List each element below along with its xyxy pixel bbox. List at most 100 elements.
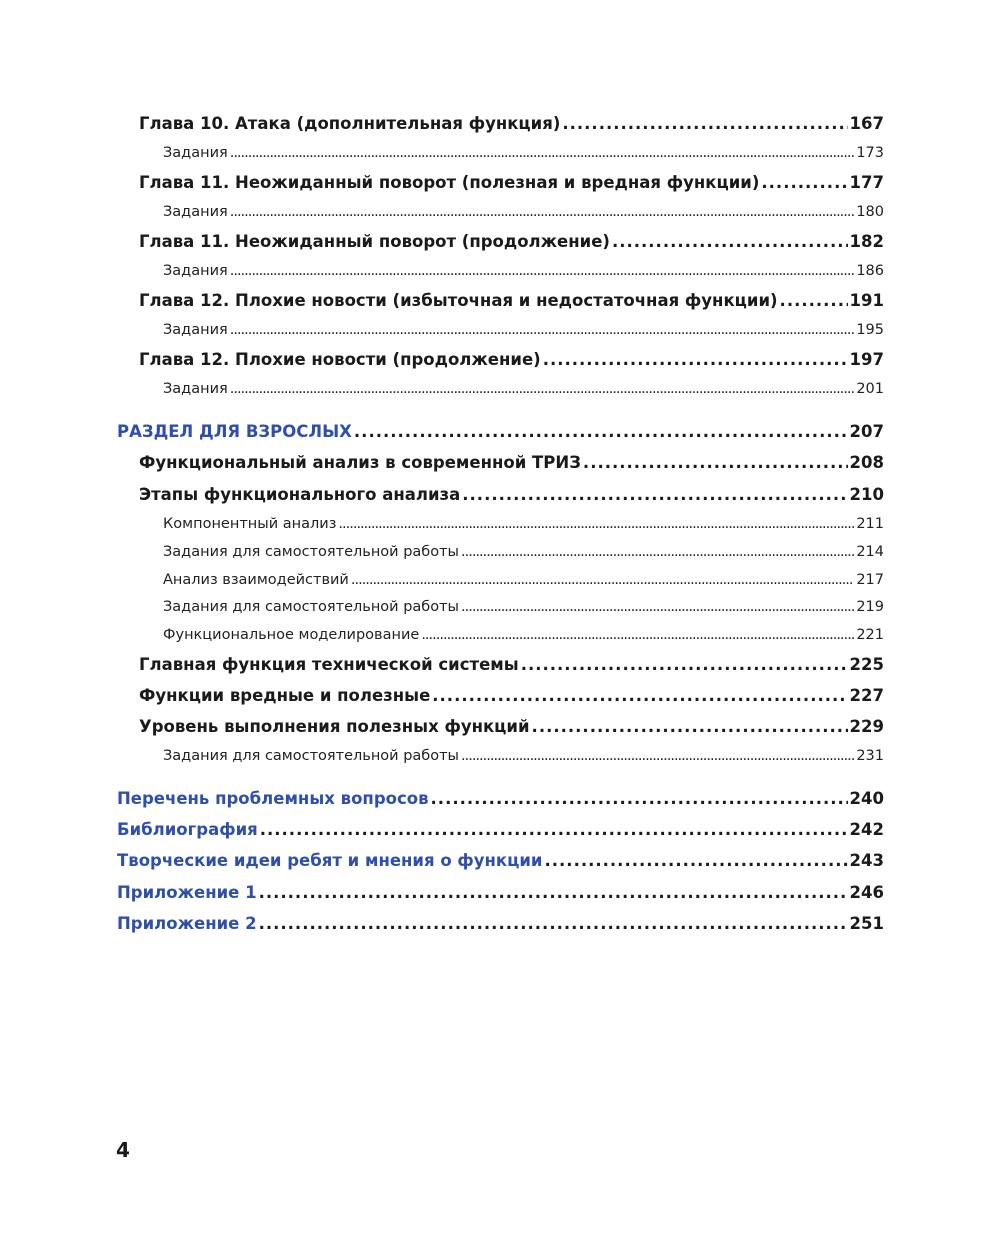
toc-entry[interactable]: Задания для самостоятельной работы 219 (163, 595, 884, 619)
dot-leader (761, 171, 847, 195)
toc-entry[interactable]: Функции вредные и полезные 227 (139, 684, 884, 708)
toc-entry[interactable]: Глава 12. Плохие новости (продолжение) 19… (139, 348, 884, 372)
toc-entry-page: 197 (849, 350, 884, 369)
toc-entry-title: Приложение 1 (117, 883, 257, 902)
toc-entry-title: Глава 10. Атака (дополнительная функция) (139, 114, 561, 133)
toc-entry-page: 211 (856, 516, 884, 532)
toc-entry[interactable]: РАЗДЕЛ ДЛЯ ВЗРОСЛЫХ 207 (117, 420, 884, 444)
dot-leader (543, 348, 848, 372)
toc-entry[interactable]: Библиография 242 (117, 818, 884, 842)
toc-entry-page: 167 (849, 114, 884, 133)
toc-entry[interactable]: Задания для самостоятельной работы 231 (163, 744, 884, 768)
dot-leader (230, 200, 855, 224)
toc-entry[interactable]: Задания 201 (163, 377, 884, 401)
toc-entry-page: 191 (849, 291, 884, 310)
toc-entry[interactable]: Задания 195 (163, 318, 884, 342)
toc-entry-page: 208 (849, 453, 884, 472)
toc-entry-page: 229 (849, 717, 884, 736)
dot-leader (230, 377, 855, 401)
toc-entry-page: 231 (856, 748, 884, 764)
dot-leader (532, 715, 848, 739)
toc-entry[interactable]: Анализ взаимодействий 217 (163, 568, 884, 592)
toc-entry-title: Главная функция технической системы (139, 655, 519, 674)
toc-entry-title: Приложение 2 (117, 914, 257, 933)
toc-entry[interactable]: Задания для самостоятельной работы 214 (163, 540, 884, 564)
toc-entry-title: Анализ взаимодействий (163, 572, 349, 588)
toc-entry-page: 221 (856, 627, 884, 643)
toc-entry[interactable]: Функциональный анализ в современной ТРИЗ… (139, 451, 884, 475)
toc-entry-title: РАЗДЕЛ ДЛЯ ВЗРОСЛЫХ (117, 422, 352, 441)
dot-leader (230, 318, 855, 342)
toc-entry-page: 243 (849, 851, 884, 870)
toc-entry-page: 210 (849, 485, 884, 504)
toc-entry-title: Задания (163, 204, 228, 220)
toc-entry-title: Функциональное моделирование (163, 627, 420, 643)
toc-entry-title: Библиография (117, 820, 258, 839)
toc-entry-title: Глава 11. Неожиданный поворот (продолжен… (139, 232, 610, 251)
toc-entry-title: Глава 12. Плохие новости (продолжение) (139, 350, 541, 369)
dot-leader (351, 568, 854, 592)
toc-entry[interactable]: Глава 11. Неожиданный поворот (продолжен… (139, 230, 884, 254)
toc-entry-title: Функциональный анализ в современной ТРИЗ (139, 453, 581, 472)
toc-entry[interactable]: Приложение 2 251 (117, 912, 884, 936)
toc-entry[interactable]: Перечень проблемных вопросов 240 (117, 787, 884, 811)
toc-entry[interactable]: Задания 186 (163, 259, 884, 283)
dot-leader (354, 420, 848, 444)
dot-leader (780, 289, 848, 313)
toc-entry-title: Задания (163, 322, 228, 338)
dot-leader (612, 230, 848, 254)
toc-entry-page: 186 (856, 263, 884, 279)
toc-entry-title: Творческие идеи ребят и мнения о функции (117, 851, 543, 870)
dot-leader (259, 912, 848, 936)
toc-entry[interactable]: Приложение 1 246 (117, 881, 884, 905)
dot-leader (461, 744, 854, 768)
toc-entry[interactable]: Функциональное моделирование 221 (163, 623, 884, 647)
toc-entry-page: 177 (849, 173, 884, 192)
toc-entry-page: 173 (856, 145, 884, 161)
toc-entry[interactable]: Задания 173 (163, 141, 884, 165)
toc-entry-page: 217 (856, 572, 884, 588)
toc-entry-title: Уровень выполнения полезных функций (139, 717, 530, 736)
toc-entry-title: Задания для самостоятельной работы (163, 599, 459, 615)
dot-leader (461, 595, 854, 619)
dot-leader (259, 881, 848, 905)
toc-entry-title: Задания (163, 145, 228, 161)
toc-entry[interactable]: Главная функция технической системы 225 (139, 653, 884, 677)
toc-entry-page: 227 (849, 686, 884, 705)
toc-entry[interactable]: Уровень выполнения полезных функций 229 (139, 715, 884, 739)
toc-entry-title: Глава 12. Плохие новости (избыточная и н… (139, 291, 778, 310)
dot-leader (521, 653, 848, 677)
dot-leader (260, 818, 848, 842)
dot-leader (432, 684, 847, 708)
dot-leader (545, 849, 848, 873)
toc-entry-page: 219 (856, 599, 884, 615)
toc-entry-title: Функции вредные и полезные (139, 686, 431, 705)
toc-entry[interactable]: Компонентный анализ 211 (163, 512, 884, 536)
dot-leader (230, 259, 855, 283)
toc-entry-page: 195 (856, 322, 884, 338)
dot-leader (462, 483, 847, 507)
toc-entry-title: Задания для самостоятельной работы (163, 544, 459, 560)
toc-entry-title: Задания для самостоятельной работы (163, 748, 459, 764)
toc-entry-page: 214 (856, 544, 884, 560)
toc-entry[interactable]: Творческие идеи ребят и мнения о функции… (117, 849, 884, 873)
toc-entry[interactable]: Глава 11. Неожиданный поворот (полезная … (139, 171, 884, 195)
toc-entry[interactable]: Глава 10. Атака (дополнительная функция)… (139, 112, 884, 136)
toc-entry-page: 180 (856, 204, 884, 220)
dot-leader (421, 623, 854, 647)
toc-entry-title: Этапы функционального анализа (139, 485, 461, 504)
dot-leader (431, 787, 848, 811)
dot-leader (461, 540, 854, 564)
toc-entry-page: 240 (849, 789, 884, 808)
toc-entry-page: 182 (849, 232, 884, 251)
toc-entry[interactable]: Глава 12. Плохие новости (избыточная и н… (139, 289, 884, 313)
toc-entry[interactable]: Задания 180 (163, 200, 884, 224)
dot-leader (583, 451, 848, 475)
toc-entry-page: 251 (849, 914, 884, 933)
toc-entry-title: Глава 11. Неожиданный поворот (полезная … (139, 173, 760, 192)
dot-leader (338, 512, 854, 536)
toc-entry[interactable]: Этапы функционального анализа 210 (139, 483, 884, 507)
toc-entry-page: 207 (849, 422, 884, 441)
page-number: 4 (116, 1138, 130, 1162)
